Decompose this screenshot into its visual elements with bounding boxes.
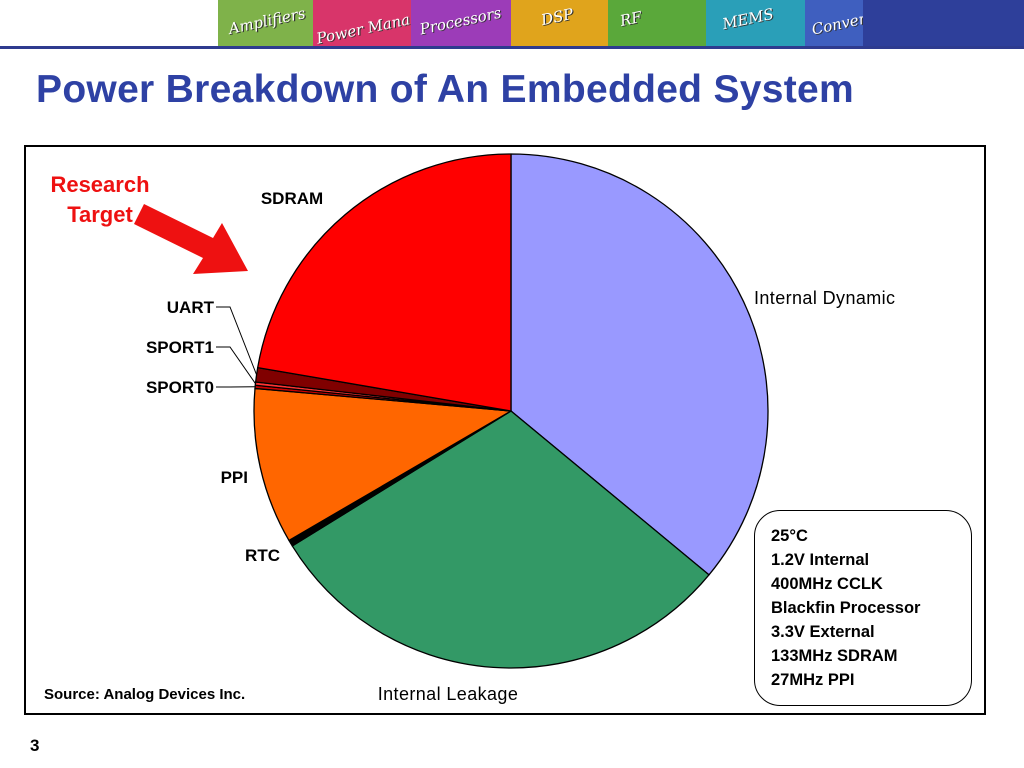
chart-frame: Internal Dynamic Internal Leakage RTC PPI SP… — [24, 145, 986, 715]
condition-temperature: 25°C — [771, 527, 808, 545]
banner-tile-text: Converters — [810, 3, 863, 39]
banner-tile-3: Power Management — [313, 0, 411, 46]
banner-tile-7: MEMS — [706, 0, 805, 46]
banner-tile-9 — [863, 0, 1024, 46]
research-target-arrow — [134, 204, 248, 274]
banner-tile-text: MEMS — [720, 4, 776, 34]
leader-line-uart — [216, 306, 258, 375]
slide-title: Power Breakdown of An Embedded System — [36, 68, 854, 111]
slice-label-sdram: SDRAM — [261, 189, 323, 208]
leader-line-sport1 — [216, 346, 256, 384]
banner-tile-2: Amplifiers — [218, 0, 313, 46]
slice-label-internal-dynamic: Internal Dynamic — [754, 288, 895, 308]
research-target-arrow-group — [134, 204, 248, 274]
banner-tile-text: Processors — [418, 3, 503, 39]
research-target-label: Research Target — [32, 170, 168, 230]
banner-tile-8: Converters — [805, 0, 863, 46]
slice-label-internal-leakage: Internal Leakage — [378, 684, 519, 704]
pie-chart: Internal Dynamic Internal Leakage RTC PPI SP… — [134, 153, 895, 704]
leader-lines — [216, 306, 258, 388]
banner-tile-text: Power Management — [314, 0, 411, 46]
research-target-line2: Target — [67, 202, 133, 227]
condition-internal-voltage: 1.2V Internal — [771, 551, 870, 569]
page-number: 3 — [30, 736, 40, 755]
condition-ppi-clock: 27MHz PPI — [771, 671, 855, 689]
pie-slice-internal-dynamic — [510, 153, 769, 576]
test-conditions-box: 25°C 1.2V Internal 400MHz CCLK Blackfin … — [754, 510, 972, 706]
banner-tile-6: RF — [608, 0, 706, 46]
banner-tile-text: Amplifiers — [226, 4, 308, 38]
source-note: Source: Analog Devices Inc. — [44, 686, 246, 703]
slice-label-sport1: SPORT1 — [146, 338, 214, 357]
slice-label-rtc: RTC — [245, 546, 280, 565]
banner-divider — [0, 46, 1024, 49]
slice-labels: Internal Dynamic Internal Leakage RTC PPI SP… — [146, 189, 895, 704]
condition-core-clock: 400MHz CCLK — [771, 575, 883, 593]
pie-slice-sdram — [257, 153, 512, 412]
pie-slice-ppi — [253, 387, 512, 542]
slice-label-sport0: SPORT0 — [146, 378, 214, 397]
banner-tile-text: DSP — [539, 4, 575, 30]
banner-tile-text: RF — [618, 7, 644, 31]
banner-tile-4: Processors — [411, 0, 511, 46]
pie-slices — [253, 153, 769, 669]
banner-tile-1 — [0, 0, 218, 46]
slice-label-uart: UART — [167, 298, 215, 317]
header-banner: Amplifiers Power Management Processors DSP R… — [0, 0, 1024, 48]
condition-external-voltage: 3.3V External — [771, 623, 875, 641]
research-target-line1: Research — [50, 172, 150, 197]
banner-tile-5: DSP — [511, 0, 608, 46]
condition-sdram-clock: 133MHz SDRAM — [771, 647, 898, 665]
condition-processor: Blackfin Processor — [771, 599, 921, 617]
slice-label-ppi: PPI — [221, 468, 248, 487]
pie-slice-internal-leakage — [291, 410, 710, 669]
